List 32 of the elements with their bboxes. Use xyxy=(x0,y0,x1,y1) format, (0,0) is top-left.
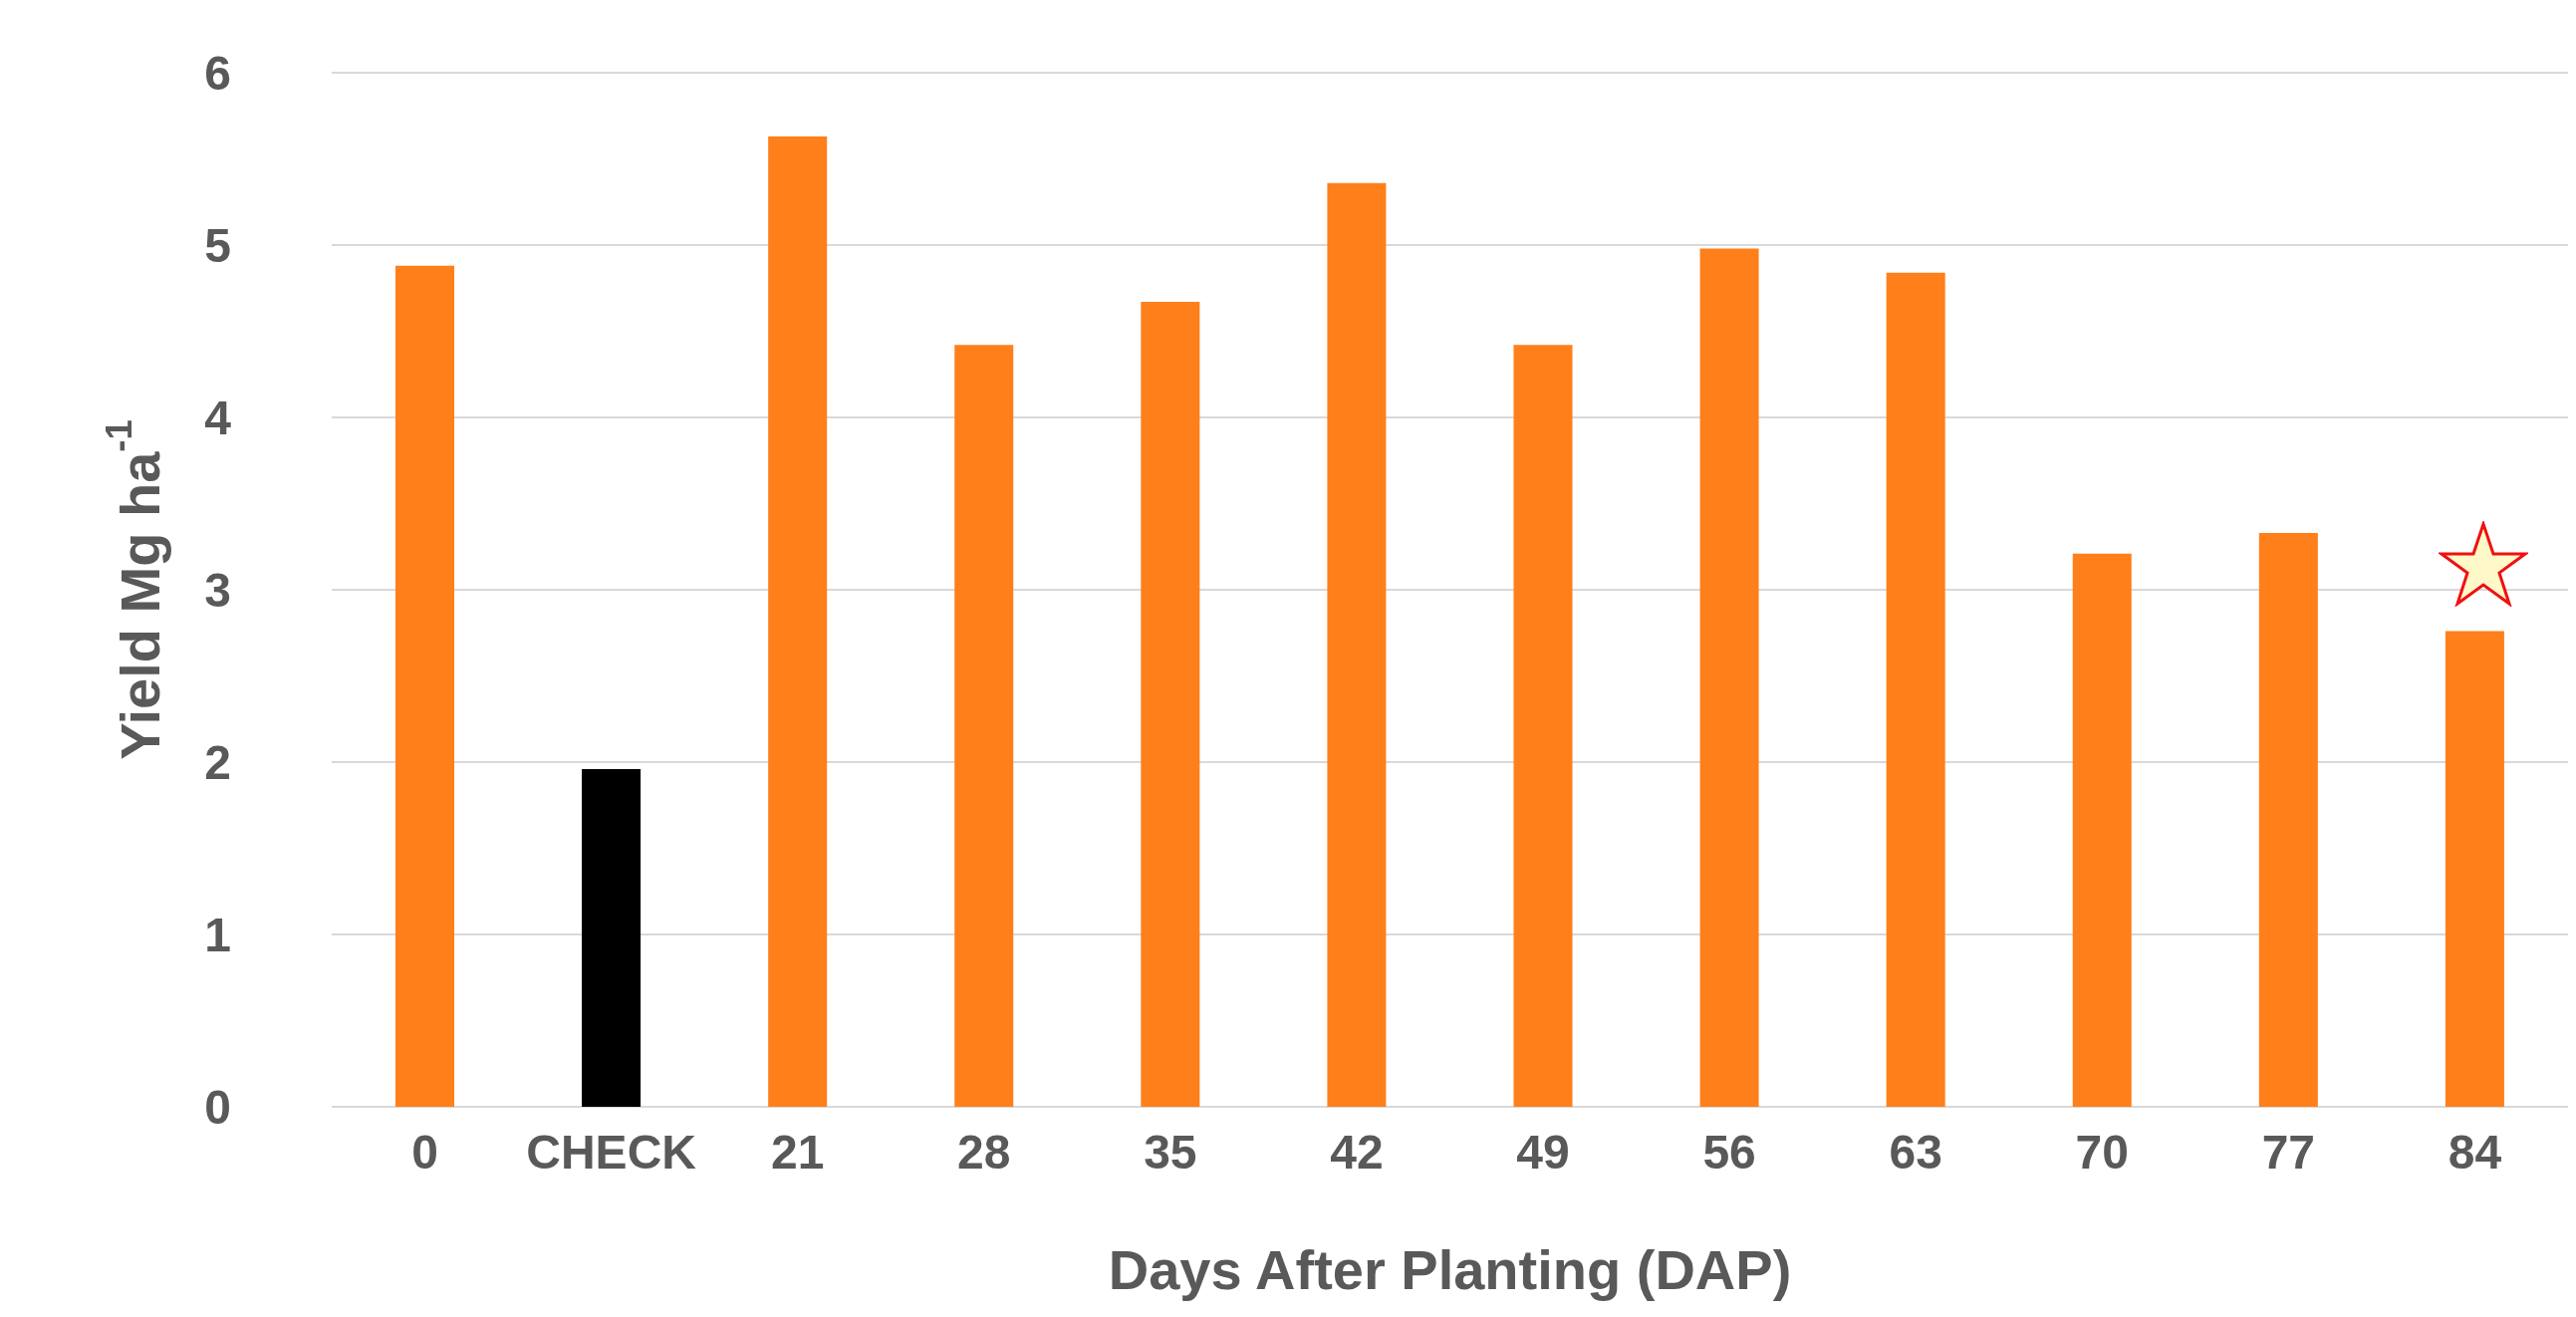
y-tick-label: 0 xyxy=(204,1081,231,1135)
x-tick-label: 0 xyxy=(411,1126,438,1180)
y-tick-label: 3 xyxy=(204,564,231,618)
bar xyxy=(2258,532,2318,1107)
x-tick-label: 77 xyxy=(2261,1126,2316,1180)
y-tick-label: 2 xyxy=(204,736,231,790)
y-tick-label: 4 xyxy=(204,392,232,445)
bar xyxy=(1327,182,1387,1107)
bar xyxy=(2445,631,2504,1107)
x-tick-label: 21 xyxy=(771,1126,825,1180)
x-tick-label: 42 xyxy=(1330,1126,1384,1180)
bar xyxy=(395,265,454,1107)
y-tick-label: 1 xyxy=(204,909,231,962)
x-tick-label: 35 xyxy=(1144,1126,1197,1180)
x-tick-label: 28 xyxy=(957,1126,1011,1180)
bar xyxy=(1886,272,1945,1107)
x-tick-label: CHECK xyxy=(526,1126,697,1180)
bar xyxy=(768,136,828,1107)
bar xyxy=(1513,345,1573,1107)
bar xyxy=(954,345,1014,1107)
x-tick-label: 56 xyxy=(1702,1126,1756,1180)
y-tick-label: 5 xyxy=(204,219,231,273)
x-tick-label: 70 xyxy=(2075,1126,2129,1180)
x-tick-label: 63 xyxy=(1889,1126,1942,1180)
x-tick-label: 84 xyxy=(2447,1126,2502,1180)
x-axis-title: Days After Planting (DAP) xyxy=(1108,1238,1792,1301)
x-tick-label: 49 xyxy=(1516,1126,1570,1180)
bar xyxy=(1699,248,1759,1107)
bar xyxy=(1141,302,1200,1107)
y-tick-label: 6 xyxy=(204,47,231,101)
bar xyxy=(2072,553,2132,1107)
bar xyxy=(582,768,642,1107)
